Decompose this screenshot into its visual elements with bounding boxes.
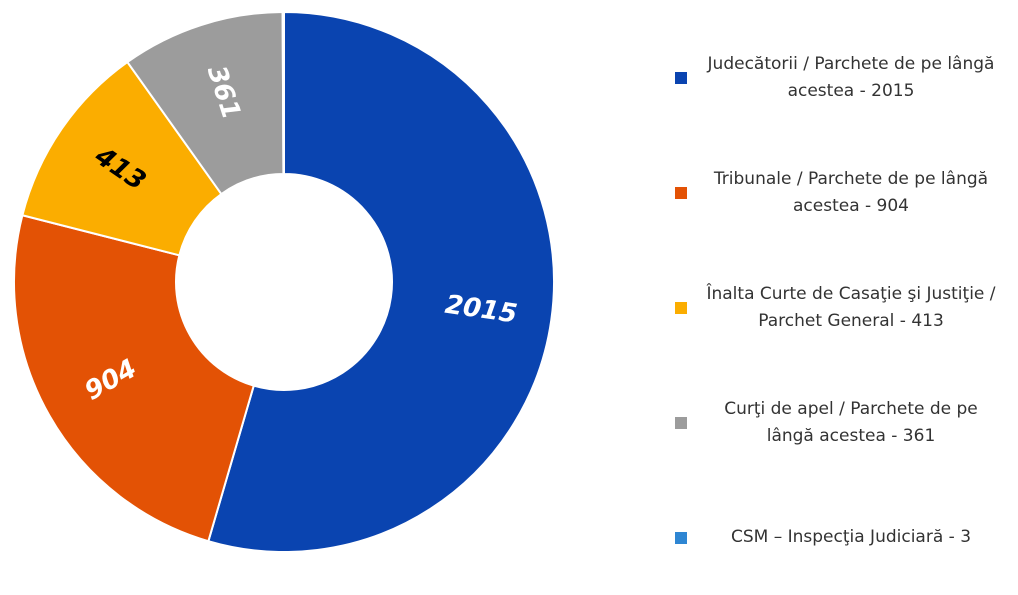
legend: Judecătorii / Parchete de pe lângă acest… [675, 20, 1005, 595]
legend-entry: CSM – Inspecţia Judiciară - 3 [675, 480, 1005, 595]
donut-slice [125, 10, 285, 196]
legend-swatch [675, 301, 687, 314]
legend-label: CSM – Inspecţia Judiciară - 3 [730, 527, 972, 547]
legend-swatch [675, 71, 687, 84]
legend-entry: Curţi de apel / Parchete de pe lângă ace… [675, 365, 1005, 480]
legend-swatch [675, 416, 687, 429]
legend-label: Tribunale / Parchete de pe lângă acestea… [713, 168, 989, 216]
legend-entry: Judecătorii / Parchete de pe lângă acest… [675, 20, 1005, 135]
legend-swatch [675, 186, 687, 199]
legend-swatch [675, 531, 687, 544]
donut-slice [281, 10, 285, 176]
page: 2015 904 413 361 Judecătorii / Parchete de … [13, 10, 996, 551]
legend-label: Curţi de apel / Parchete de pe lângă ace… [724, 398, 978, 446]
legend-entry: Tribunale / Parchete de pe lângă acestea… [675, 135, 1005, 250]
donut-slice [13, 214, 255, 543]
legend-label: Înalta Curte de Casaţie şi Justiţie / Pa… [706, 283, 996, 331]
legend-entry: Înalta Curte de Casaţie şi Justiţie / Pa… [675, 250, 1005, 365]
donut-slice [21, 60, 223, 257]
legend-label: Judecătorii / Parchete de pe lângă acest… [707, 53, 995, 101]
donut-slice [207, 10, 555, 551]
